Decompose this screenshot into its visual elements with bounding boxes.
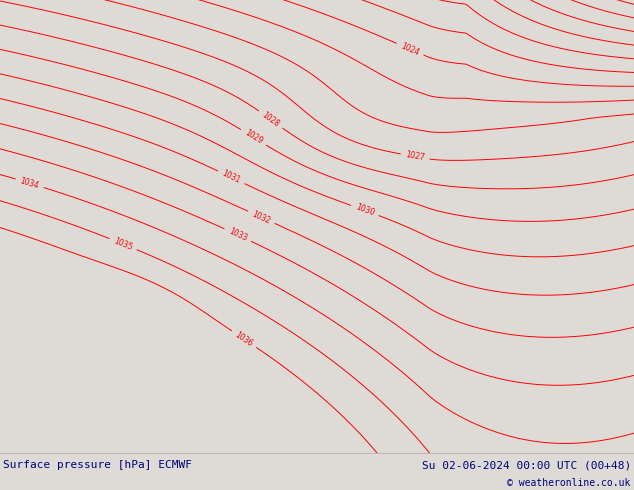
Text: Su 02-06-2024 00:00 UTC (00+48): Su 02-06-2024 00:00 UTC (00+48) xyxy=(422,460,631,470)
Text: 1024: 1024 xyxy=(399,41,421,57)
Text: 1029: 1029 xyxy=(243,128,264,146)
Text: 1027: 1027 xyxy=(405,150,425,163)
Text: © weatheronline.co.uk: © weatheronline.co.uk xyxy=(507,478,631,489)
Text: 1035: 1035 xyxy=(112,236,134,252)
Text: 1036: 1036 xyxy=(233,330,255,348)
Text: 1032: 1032 xyxy=(250,209,272,225)
Text: 1034: 1034 xyxy=(19,176,41,190)
Text: Surface pressure [hPa] ECMWF: Surface pressure [hPa] ECMWF xyxy=(3,460,192,470)
Text: 1033: 1033 xyxy=(227,227,249,243)
Text: 1028: 1028 xyxy=(261,110,281,129)
Text: 1031: 1031 xyxy=(221,169,242,186)
Text: 1030: 1030 xyxy=(354,203,375,218)
